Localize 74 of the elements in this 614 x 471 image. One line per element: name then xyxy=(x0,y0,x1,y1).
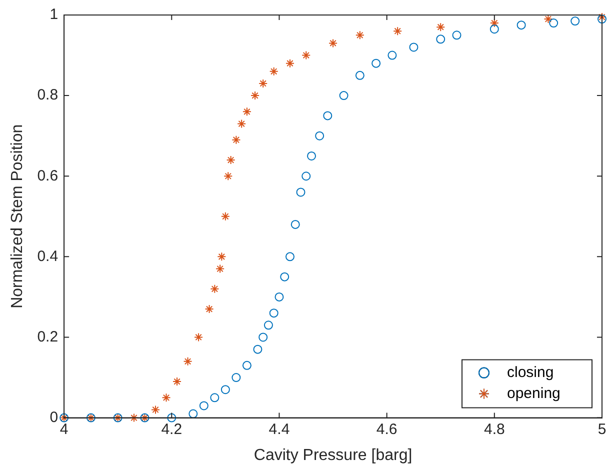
point xyxy=(409,42,418,52)
point xyxy=(388,50,397,60)
point xyxy=(264,320,273,330)
point xyxy=(296,188,306,197)
point xyxy=(280,272,290,282)
point xyxy=(224,172,233,181)
point xyxy=(302,50,311,60)
point xyxy=(162,393,171,402)
point xyxy=(452,30,462,40)
point xyxy=(226,156,236,165)
point xyxy=(355,70,364,80)
point xyxy=(253,344,262,354)
x-tick-label: 4 xyxy=(60,420,68,438)
point xyxy=(242,107,252,116)
y-tick-label: 1 xyxy=(50,6,58,24)
x-tick-label: 5 xyxy=(598,420,606,438)
point xyxy=(516,20,526,30)
x-tick-label: 4.2 xyxy=(161,420,182,438)
point xyxy=(220,385,230,394)
point xyxy=(436,34,446,44)
point xyxy=(232,135,241,144)
point xyxy=(258,332,268,342)
y-tick-label: 0.2 xyxy=(37,328,58,346)
point xyxy=(307,151,316,160)
point xyxy=(570,16,580,26)
point xyxy=(220,212,230,221)
point xyxy=(328,38,338,48)
point xyxy=(129,413,138,422)
point xyxy=(323,111,332,120)
x-tick-label: 4.6 xyxy=(376,420,398,438)
point xyxy=(183,356,192,366)
y-tick-label: 0.6 xyxy=(37,167,58,184)
y-axis-title: Normalized Stem Position xyxy=(9,124,26,308)
point xyxy=(549,18,558,28)
y-tick-label: 0.8 xyxy=(37,86,58,104)
point xyxy=(210,393,220,402)
y-tick-label: 0 xyxy=(50,408,58,426)
point xyxy=(216,264,225,274)
point xyxy=(372,58,381,68)
point xyxy=(242,360,252,370)
point xyxy=(490,18,499,28)
point xyxy=(339,91,348,100)
point xyxy=(285,58,294,68)
point xyxy=(172,377,182,386)
point xyxy=(217,252,226,262)
point xyxy=(315,131,324,140)
y-tick-label: 0.4 xyxy=(37,248,58,265)
point xyxy=(290,220,300,229)
point xyxy=(204,304,214,314)
point xyxy=(188,409,198,418)
point xyxy=(285,252,294,262)
point xyxy=(194,332,204,342)
point xyxy=(237,119,246,128)
point xyxy=(269,308,278,318)
point xyxy=(151,405,160,414)
x-tick-label: 4.8 xyxy=(484,420,505,438)
point xyxy=(544,14,553,24)
x-tick-label: 4.4 xyxy=(268,420,290,438)
point xyxy=(210,284,220,294)
point xyxy=(490,24,499,34)
x-axis-title: Cavity Pressure [barg] xyxy=(254,446,412,464)
point xyxy=(436,22,446,32)
legend-label: closing xyxy=(507,364,554,381)
point xyxy=(393,26,402,36)
point xyxy=(167,413,176,422)
point xyxy=(232,373,241,382)
point xyxy=(250,91,260,100)
point xyxy=(269,66,278,76)
point xyxy=(199,401,208,410)
point xyxy=(274,292,284,302)
point xyxy=(302,172,311,181)
point xyxy=(355,30,364,40)
legend-label: opening xyxy=(507,384,560,402)
point xyxy=(258,78,268,88)
